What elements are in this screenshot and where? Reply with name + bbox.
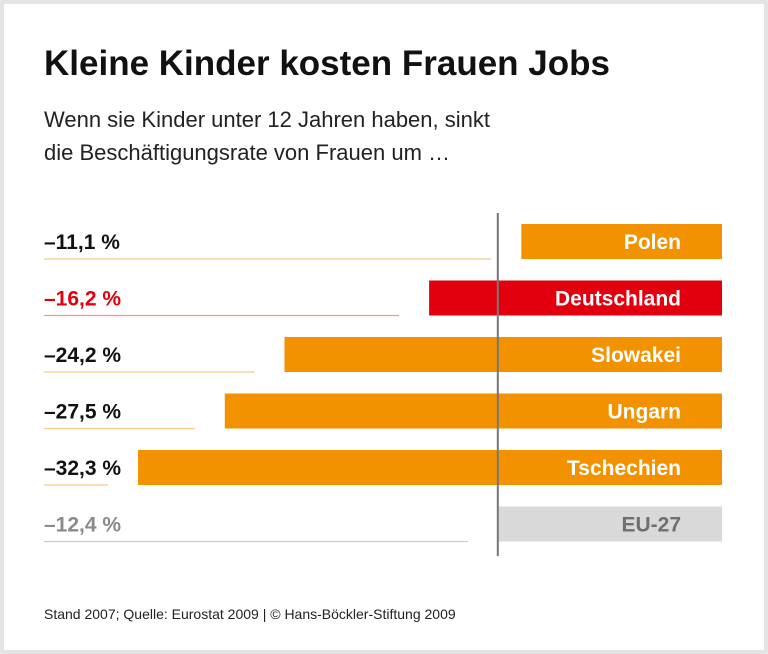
value-label: –24,2 % [44, 344, 121, 367]
category-label: Ungarn [608, 401, 682, 424]
category-label: Deutschland [555, 288, 681, 311]
value-label: –12,4 % [44, 514, 121, 537]
bar-polen [521, 224, 722, 259]
category-label: Slowakei [591, 344, 681, 367]
footer-source: Stand 2007; Quelle: Eurostat 2009 | © Ha… [44, 606, 456, 622]
bar-tschechien [138, 450, 723, 485]
bar-slowakei [284, 337, 722, 372]
category-label: EU-27 [621, 514, 681, 537]
bar-deutschland [429, 280, 722, 316]
value-label: –27,5 % [44, 401, 121, 424]
value-label: –32,3 % [44, 457, 121, 480]
bar-ungarn [224, 393, 723, 429]
subtitle-line-2: die Beschäftigungsrate von Frauen um … [44, 140, 450, 165]
subtitle-line-1: Wenn sie Kinder unter 12 Jahren haben, s… [44, 107, 490, 132]
category-label: Polen [624, 231, 681, 254]
chart-title: Kleine Kinder kosten Frauen Jobs [44, 44, 610, 83]
category-label: Tschechien [567, 457, 681, 480]
value-label: –16,2 % [44, 288, 121, 311]
bar-eu-27 [497, 506, 722, 542]
value-label: –11,1 % [44, 231, 120, 254]
